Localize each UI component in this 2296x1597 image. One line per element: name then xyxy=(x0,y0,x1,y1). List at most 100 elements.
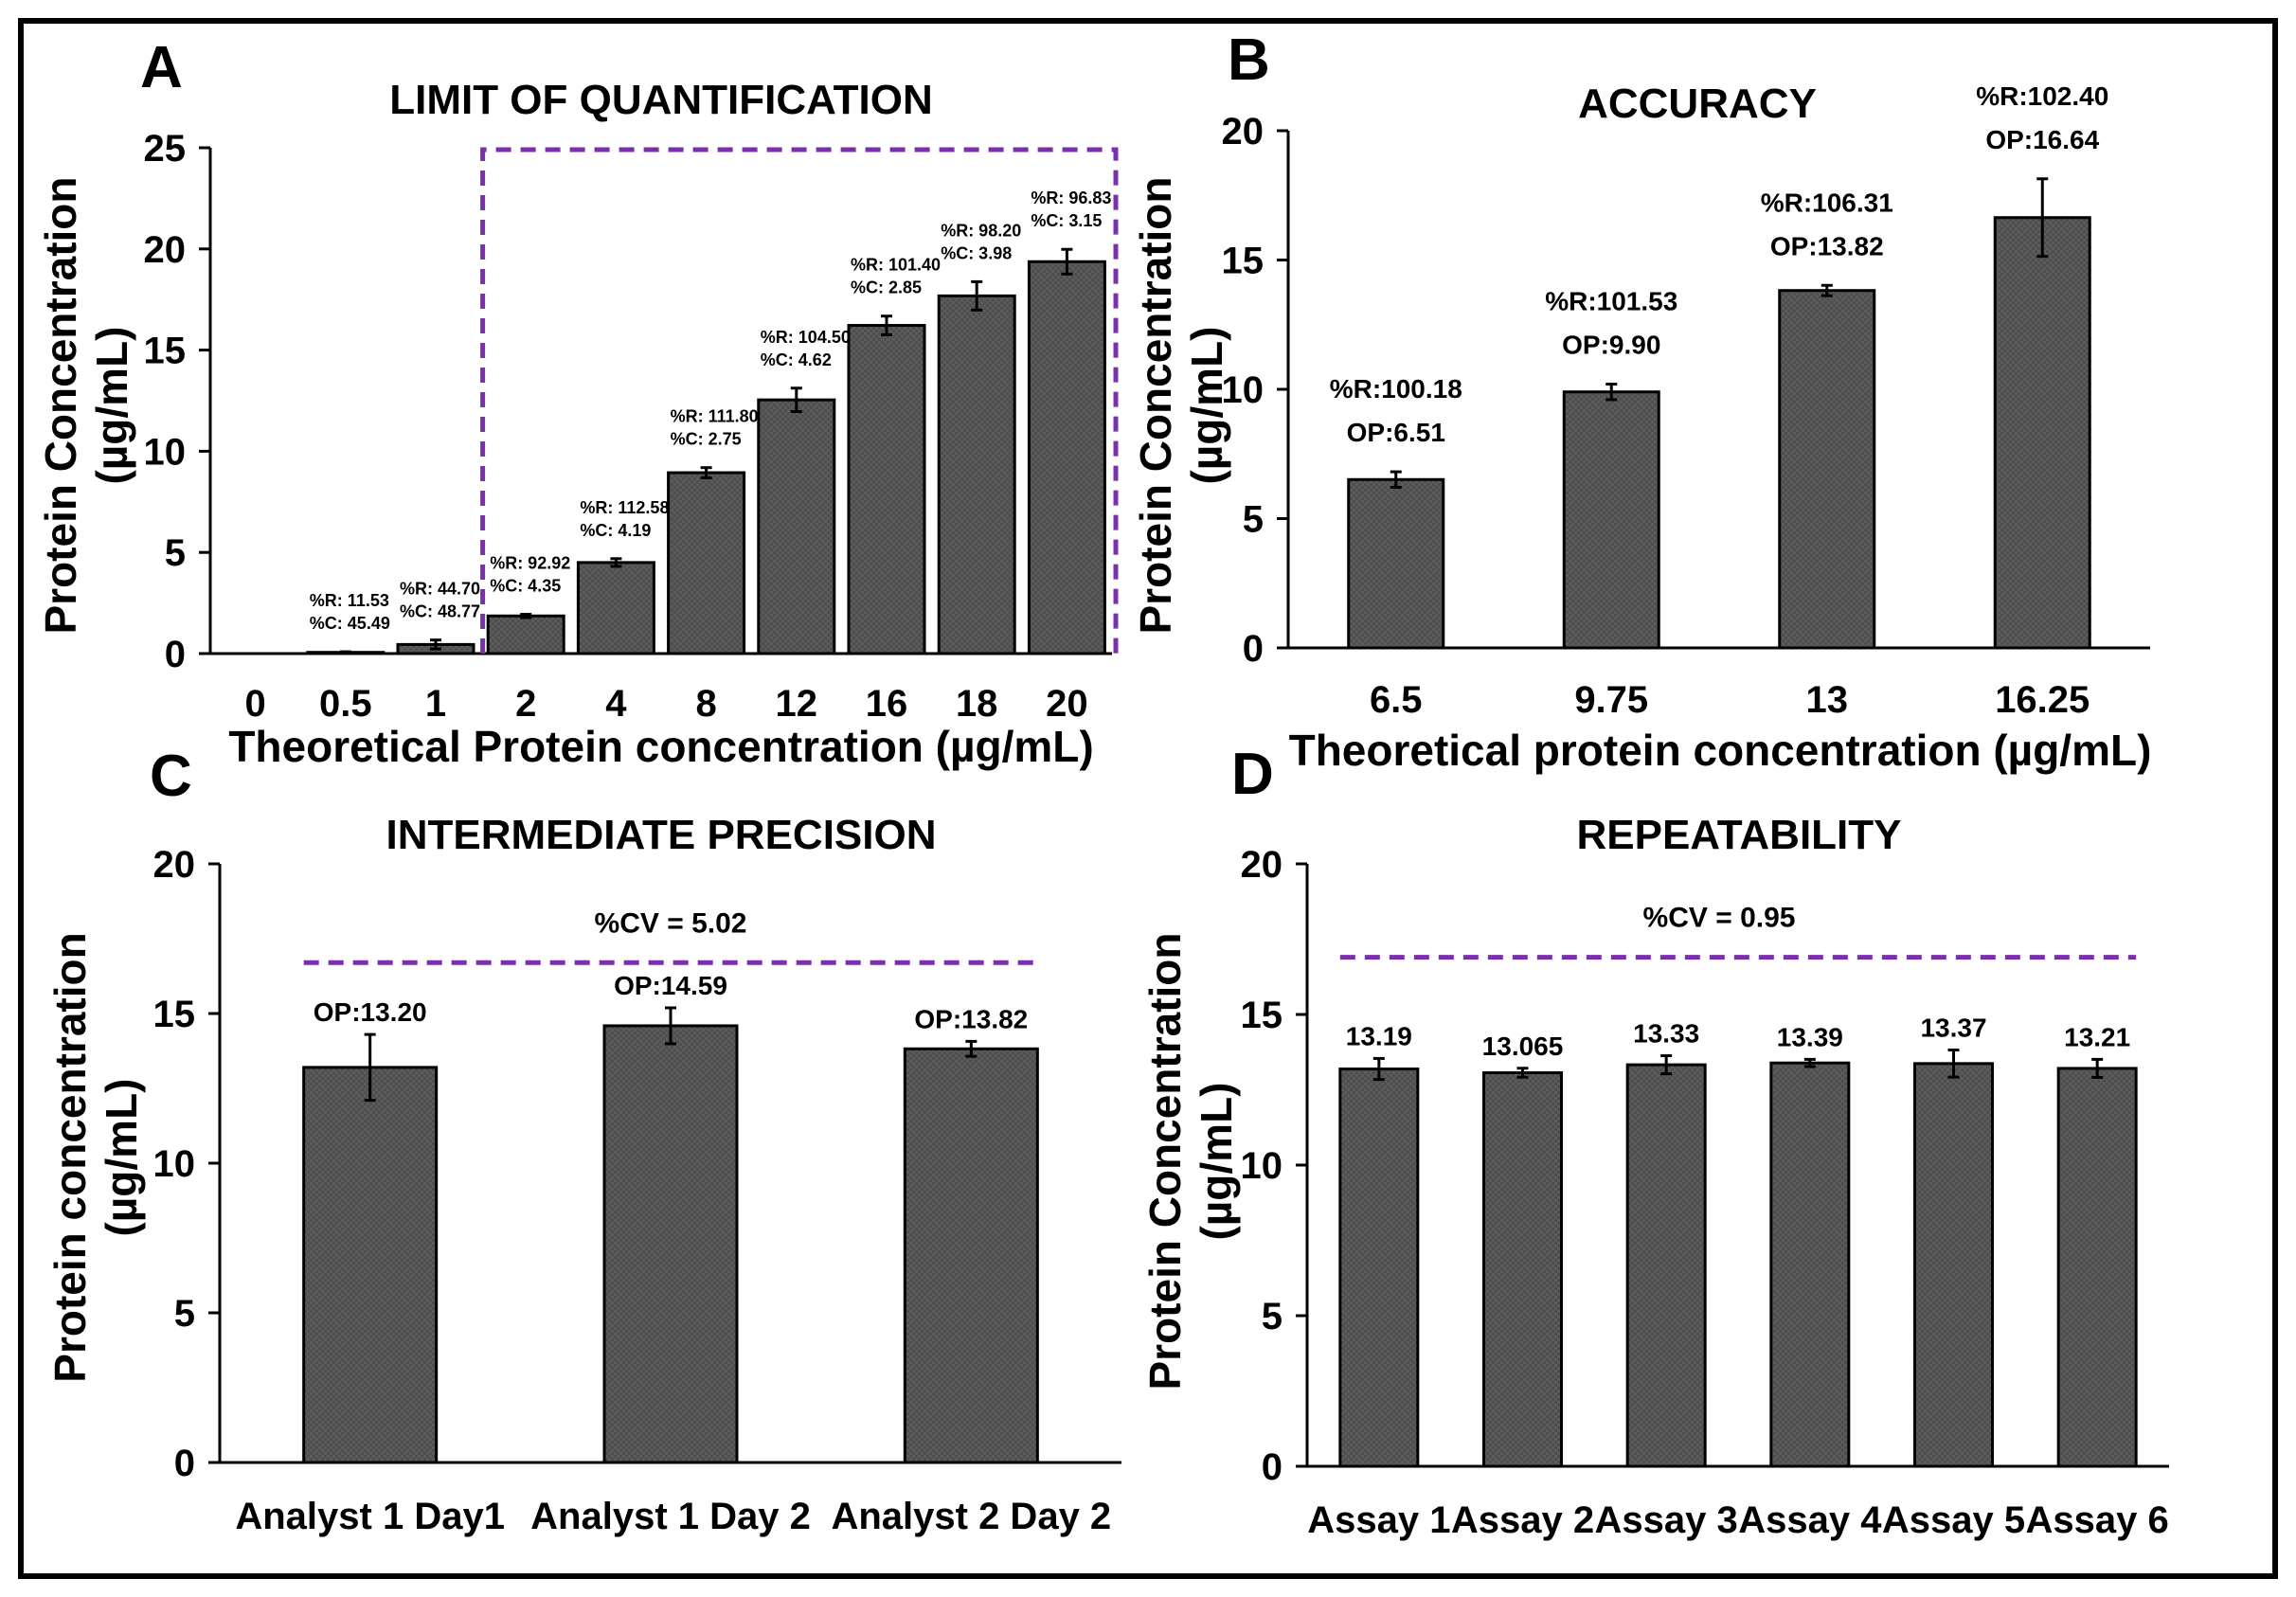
panel-b-data-label: OP:13.82 xyxy=(1770,231,1884,260)
panel-d-y-tick-label: 0 xyxy=(1262,1446,1283,1488)
panel-c-bar xyxy=(602,1024,739,1464)
panel-b-data-label: OP:9.90 xyxy=(1562,331,1660,360)
panel-a-data-label: %C: 45.49 xyxy=(310,614,390,633)
panel-a-data-label: %C: 2.85 xyxy=(851,278,922,297)
panel-a-loq-highlight-box xyxy=(480,147,1119,654)
panel-a-x-tick-label: 1 xyxy=(425,683,446,725)
panel-c-ylabel-2: (µg/mL) xyxy=(97,1078,146,1236)
panel-a: A LIMIT OF QUANTIFICATION Protein Concen… xyxy=(36,35,1119,771)
panel-a-bar xyxy=(576,561,655,655)
panel-c-cv-label: %CV = 5.02 xyxy=(595,907,747,939)
panel-a-data-label: %C: 4.19 xyxy=(580,521,651,540)
panel-c-x-tick-label: Analyst 2 Day 2 xyxy=(831,1496,1111,1537)
panel-b-y-tick-label: 0 xyxy=(1243,628,1264,670)
panel-d-bar xyxy=(1338,1068,1420,1468)
panel-a-data-label: %C: 3.15 xyxy=(1031,211,1102,230)
panel-b-title: ACCURACY xyxy=(1578,81,1817,127)
panel-b: B ACCURACY Protein Concentration (µg/mL)… xyxy=(1131,27,2151,775)
panel-d-x-tick-label: Assay 1 xyxy=(1307,1499,1450,1541)
panel-d-data-label: 13.21 xyxy=(2064,1022,2130,1051)
panel-b-xlabel: Theoretical protein concentration (µg/mL… xyxy=(1289,726,2152,775)
panel-d-x-tick-label: Assay 3 xyxy=(1595,1499,1738,1541)
panel-b-bar xyxy=(1778,289,1876,650)
panel-a-x-tick-label: 0.5 xyxy=(319,683,372,725)
panel-a-x-tick-label: 8 xyxy=(695,683,716,725)
panel-a-data-label: %R: 104.50 xyxy=(761,328,851,347)
panel-d-y-tick-label: 5 xyxy=(1262,1296,1283,1337)
panel-c-data-label: OP:13.82 xyxy=(914,1004,1028,1033)
panel-d-y-tick-label: 20 xyxy=(1241,844,1283,886)
panel-b-plot: 0 5 10 15 20 6.5 %R:100.18 OP:6.51 9.75 %R:101.53… xyxy=(1222,81,2150,721)
panel-b-data-label: %R:106.31 xyxy=(1761,188,1893,217)
panel-b-bar xyxy=(1562,390,1660,650)
panel-d-title: REPEATABILITY xyxy=(1576,812,1901,858)
panel-a-x-tick-label: 4 xyxy=(605,683,627,725)
panel-letter-d: D xyxy=(1231,742,1274,807)
panel-d-bar xyxy=(1625,1063,1707,1468)
panel-d-bar xyxy=(1769,1061,1851,1468)
panel-d-y-tick-label: 15 xyxy=(1241,995,1283,1036)
panel-a-y-tick-label: 15 xyxy=(144,331,187,372)
panel-b-data-label: %R:100.18 xyxy=(1330,374,1462,404)
panel-b-x-tick-label: 9.75 xyxy=(1574,679,1648,721)
panel-letter-c: C xyxy=(150,744,192,809)
panel-b-y-tick-label: 15 xyxy=(1222,241,1265,282)
panel-b-y-tick-label: 20 xyxy=(1222,111,1265,153)
panel-b-data-label: OP:6.51 xyxy=(1347,418,1445,447)
panel-a-x-tick-label: 12 xyxy=(776,683,818,725)
panel-d-x-tick-label: Assay 6 xyxy=(2026,1499,2169,1541)
panel-c-title: INTERMEDIATE PRECISION xyxy=(386,812,936,858)
panel-c-bar xyxy=(302,1066,439,1464)
panel-d-x-tick-label: Assay 4 xyxy=(1738,1499,1882,1541)
panel-a-data-label: %C: 4.35 xyxy=(490,577,561,596)
panel-d-cv-label: %CV = 0.95 xyxy=(1643,903,1796,934)
panel-a-ylabel-1: Protein Concentration xyxy=(36,176,85,634)
panel-a-y-tick-label: 25 xyxy=(144,128,187,170)
panel-d-plot: 0 5 10 15 20 %CV = 0.95 Assay 1 13.19 Assay 2 13.… xyxy=(1241,844,2169,1541)
panel-a-x-tick-label: 16 xyxy=(866,683,908,725)
panel-d-data-label: 13.39 xyxy=(1777,1022,1843,1051)
panel-c: C INTERMEDIATE PRECISION Protein concent… xyxy=(45,744,1121,1537)
panel-c-ylabel-1: Protein concentration xyxy=(45,932,95,1382)
panel-c-y-tick-label: 15 xyxy=(153,994,196,1035)
panel-d-ylabel-2: (µg/mL) xyxy=(1192,1082,1241,1240)
panel-d-ylabel-1: Protein Concentration xyxy=(1140,932,1190,1390)
panel-b-y-tick-label: 10 xyxy=(1222,369,1265,411)
panel-a-bar xyxy=(486,614,565,655)
panel-c-data-label: OP:13.20 xyxy=(314,997,427,1027)
panel-d-x-tick-label: Assay 2 xyxy=(1451,1499,1594,1541)
panel-a-data-label: %R: 101.40 xyxy=(851,256,941,275)
panel-a-data-label: %C: 4.62 xyxy=(761,350,832,369)
panel-a-data-label: %R: 112.58 xyxy=(580,498,669,517)
panel-d-data-label: 13.065 xyxy=(1482,1032,1564,1061)
panel-d-data-label: 13.37 xyxy=(1920,1014,1986,1043)
panel-d-bar xyxy=(2056,1067,2138,1468)
panel-c-y-tick-label: 5 xyxy=(174,1293,195,1335)
panel-b-data-label: %R:102.40 xyxy=(1976,81,2108,111)
panel-a-data-label: %R: 44.70 xyxy=(400,580,480,599)
panel-c-y-tick-label: 10 xyxy=(153,1143,196,1185)
panel-d-data-label: 13.19 xyxy=(1346,1021,1412,1050)
panel-a-data-label: %R: 96.83 xyxy=(1031,188,1111,207)
panel-a-title: LIMIT OF QUANTIFICATION xyxy=(389,77,933,123)
panel-b-bar xyxy=(1347,477,1445,650)
panel-d-data-label: 13.33 xyxy=(1633,1019,1699,1049)
panel-a-data-label: %C: 3.98 xyxy=(941,243,1012,262)
panel-a-plot: 0 5 10 15 20 25 0 0.5 %R: 11.53 %C: 45.49 1 %R: 44.… xyxy=(144,128,1119,725)
panel-a-data-label: %R: 111.80 xyxy=(671,407,759,426)
panel-a-bar xyxy=(667,471,746,655)
panel-a-y-tick-label: 20 xyxy=(144,229,187,271)
panel-c-y-tick-label: 20 xyxy=(153,844,196,886)
panel-d-bar xyxy=(1913,1062,1994,1468)
panel-a-bar xyxy=(937,294,1016,655)
panel-b-x-tick-label: 13 xyxy=(1806,679,1849,721)
panel-b-y-tick-label: 5 xyxy=(1243,499,1264,541)
panel-c-y-tick-label: 0 xyxy=(174,1443,195,1484)
panel-c-x-tick-label: Analyst 1 Day1 xyxy=(235,1496,505,1537)
panel-b-x-tick-label: 6.5 xyxy=(1370,679,1423,721)
panel-b-ylabel-2: (µg/mL) xyxy=(1182,326,1231,484)
panel-c-plot: 0 5 10 15 20 %CV = 5.02 Analyst 1 Day1 OP:13.20… xyxy=(153,844,1121,1537)
panel-a-x-tick-label: 20 xyxy=(1046,683,1088,725)
panel-a-y-tick-label: 5 xyxy=(165,532,186,574)
